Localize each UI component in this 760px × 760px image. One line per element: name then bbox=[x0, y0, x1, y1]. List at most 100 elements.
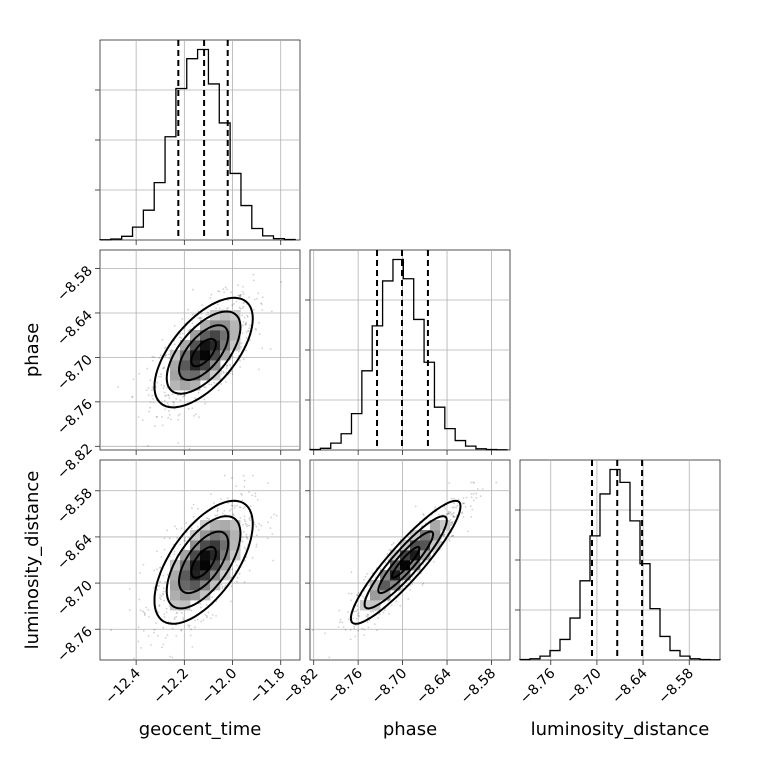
sample-point bbox=[203, 386, 206, 388]
sample-point bbox=[209, 296, 212, 299]
density-cell bbox=[190, 340, 201, 351]
density-cell bbox=[190, 380, 201, 391]
sample-point bbox=[462, 496, 465, 499]
sample-point bbox=[231, 304, 234, 307]
sample-point bbox=[190, 527, 193, 530]
sample-point bbox=[240, 346, 243, 349]
sample-point bbox=[242, 536, 244, 539]
sample-point bbox=[464, 506, 467, 508]
sample-point bbox=[238, 350, 240, 353]
sample-point bbox=[149, 379, 152, 382]
sample-point bbox=[161, 416, 163, 418]
sample-point bbox=[254, 495, 257, 498]
sample-point bbox=[254, 327, 257, 330]
density-cell bbox=[180, 600, 191, 611]
sample-point bbox=[246, 537, 249, 540]
histogram-phase bbox=[309, 258, 508, 451]
sample-point bbox=[230, 504, 233, 507]
sample-point bbox=[188, 624, 191, 627]
sample-point bbox=[245, 336, 248, 339]
density-cell bbox=[180, 350, 191, 361]
sample-point bbox=[194, 619, 196, 622]
sample-point bbox=[266, 537, 269, 540]
sample-point bbox=[373, 623, 376, 625]
sample-point bbox=[462, 502, 465, 505]
sample-point bbox=[151, 355, 154, 358]
x-tick-label-luminosity-distance: −8.58 bbox=[655, 666, 697, 708]
sample-point bbox=[270, 310, 273, 313]
sample-point bbox=[245, 533, 248, 536]
sample-point bbox=[447, 512, 450, 515]
sample-point bbox=[238, 572, 241, 575]
sample-point bbox=[251, 494, 254, 497]
sample-point bbox=[177, 394, 179, 397]
sample-point bbox=[131, 395, 134, 398]
sample-point bbox=[171, 627, 174, 630]
sample-point bbox=[455, 506, 457, 509]
sample-point bbox=[150, 643, 152, 646]
sample-point bbox=[349, 638, 352, 641]
density-cell bbox=[210, 520, 221, 531]
sample-point bbox=[253, 298, 256, 301]
sample-point bbox=[188, 626, 190, 628]
sample-point bbox=[230, 291, 232, 294]
sample-point bbox=[235, 504, 238, 507]
density-cell bbox=[200, 560, 211, 571]
sample-point bbox=[157, 611, 160, 614]
sample-point bbox=[350, 592, 353, 595]
x-tick-label-geocent-time: −12.0 bbox=[199, 666, 241, 708]
sample-point bbox=[461, 502, 464, 505]
sample-point bbox=[179, 413, 181, 416]
x-tick-label-luminosity-distance: −8.64 bbox=[609, 665, 651, 707]
sample-point bbox=[362, 578, 365, 581]
sample-point bbox=[227, 306, 229, 309]
sample-point bbox=[261, 347, 264, 350]
sample-point bbox=[182, 618, 185, 621]
sample-point bbox=[447, 510, 450, 513]
sample-point bbox=[166, 634, 169, 637]
sample-point bbox=[248, 524, 250, 527]
density-cell bbox=[190, 570, 201, 581]
sample-point bbox=[221, 587, 224, 590]
panel-distance-vs-geocent-time bbox=[99, 459, 301, 661]
density-luminosity-distance-vs-phase bbox=[360, 520, 451, 611]
sample-point bbox=[350, 571, 353, 574]
sample-point bbox=[465, 496, 468, 499]
sample-point bbox=[191, 407, 194, 410]
sample-point bbox=[167, 416, 170, 419]
sample-point bbox=[147, 386, 150, 389]
sample-point bbox=[448, 538, 450, 541]
sample-point bbox=[383, 609, 386, 612]
sample-point bbox=[238, 295, 241, 298]
sample-point bbox=[173, 616, 176, 619]
contour-1.5sigma bbox=[165, 515, 242, 610]
sample-point bbox=[242, 474, 245, 477]
sample-point bbox=[149, 401, 152, 404]
sample-point bbox=[216, 303, 219, 306]
sample-point bbox=[475, 496, 478, 499]
sample-point bbox=[347, 611, 349, 613]
density-cell bbox=[200, 570, 211, 581]
sample-point bbox=[453, 506, 455, 509]
sample-point bbox=[191, 313, 194, 316]
sample-point bbox=[356, 594, 358, 597]
sample-point bbox=[452, 514, 455, 517]
sample-point bbox=[181, 332, 184, 335]
sample-point bbox=[479, 495, 482, 498]
sample-point bbox=[166, 386, 169, 389]
sample-point bbox=[221, 585, 224, 588]
sample-point bbox=[153, 569, 156, 572]
sample-point bbox=[453, 516, 456, 518]
sample-point bbox=[220, 370, 223, 372]
sample-point bbox=[241, 499, 244, 501]
y-tick-label-phase: −8.58 bbox=[54, 263, 96, 305]
sample-point bbox=[470, 493, 473, 495]
sample-point bbox=[216, 507, 219, 510]
sample-point bbox=[199, 602, 202, 605]
sample-point bbox=[245, 556, 248, 559]
density-cell bbox=[190, 590, 201, 601]
sample-point bbox=[231, 568, 234, 571]
sample-point bbox=[230, 576, 233, 579]
sample-point bbox=[361, 627, 364, 630]
sample-point bbox=[233, 514, 235, 517]
